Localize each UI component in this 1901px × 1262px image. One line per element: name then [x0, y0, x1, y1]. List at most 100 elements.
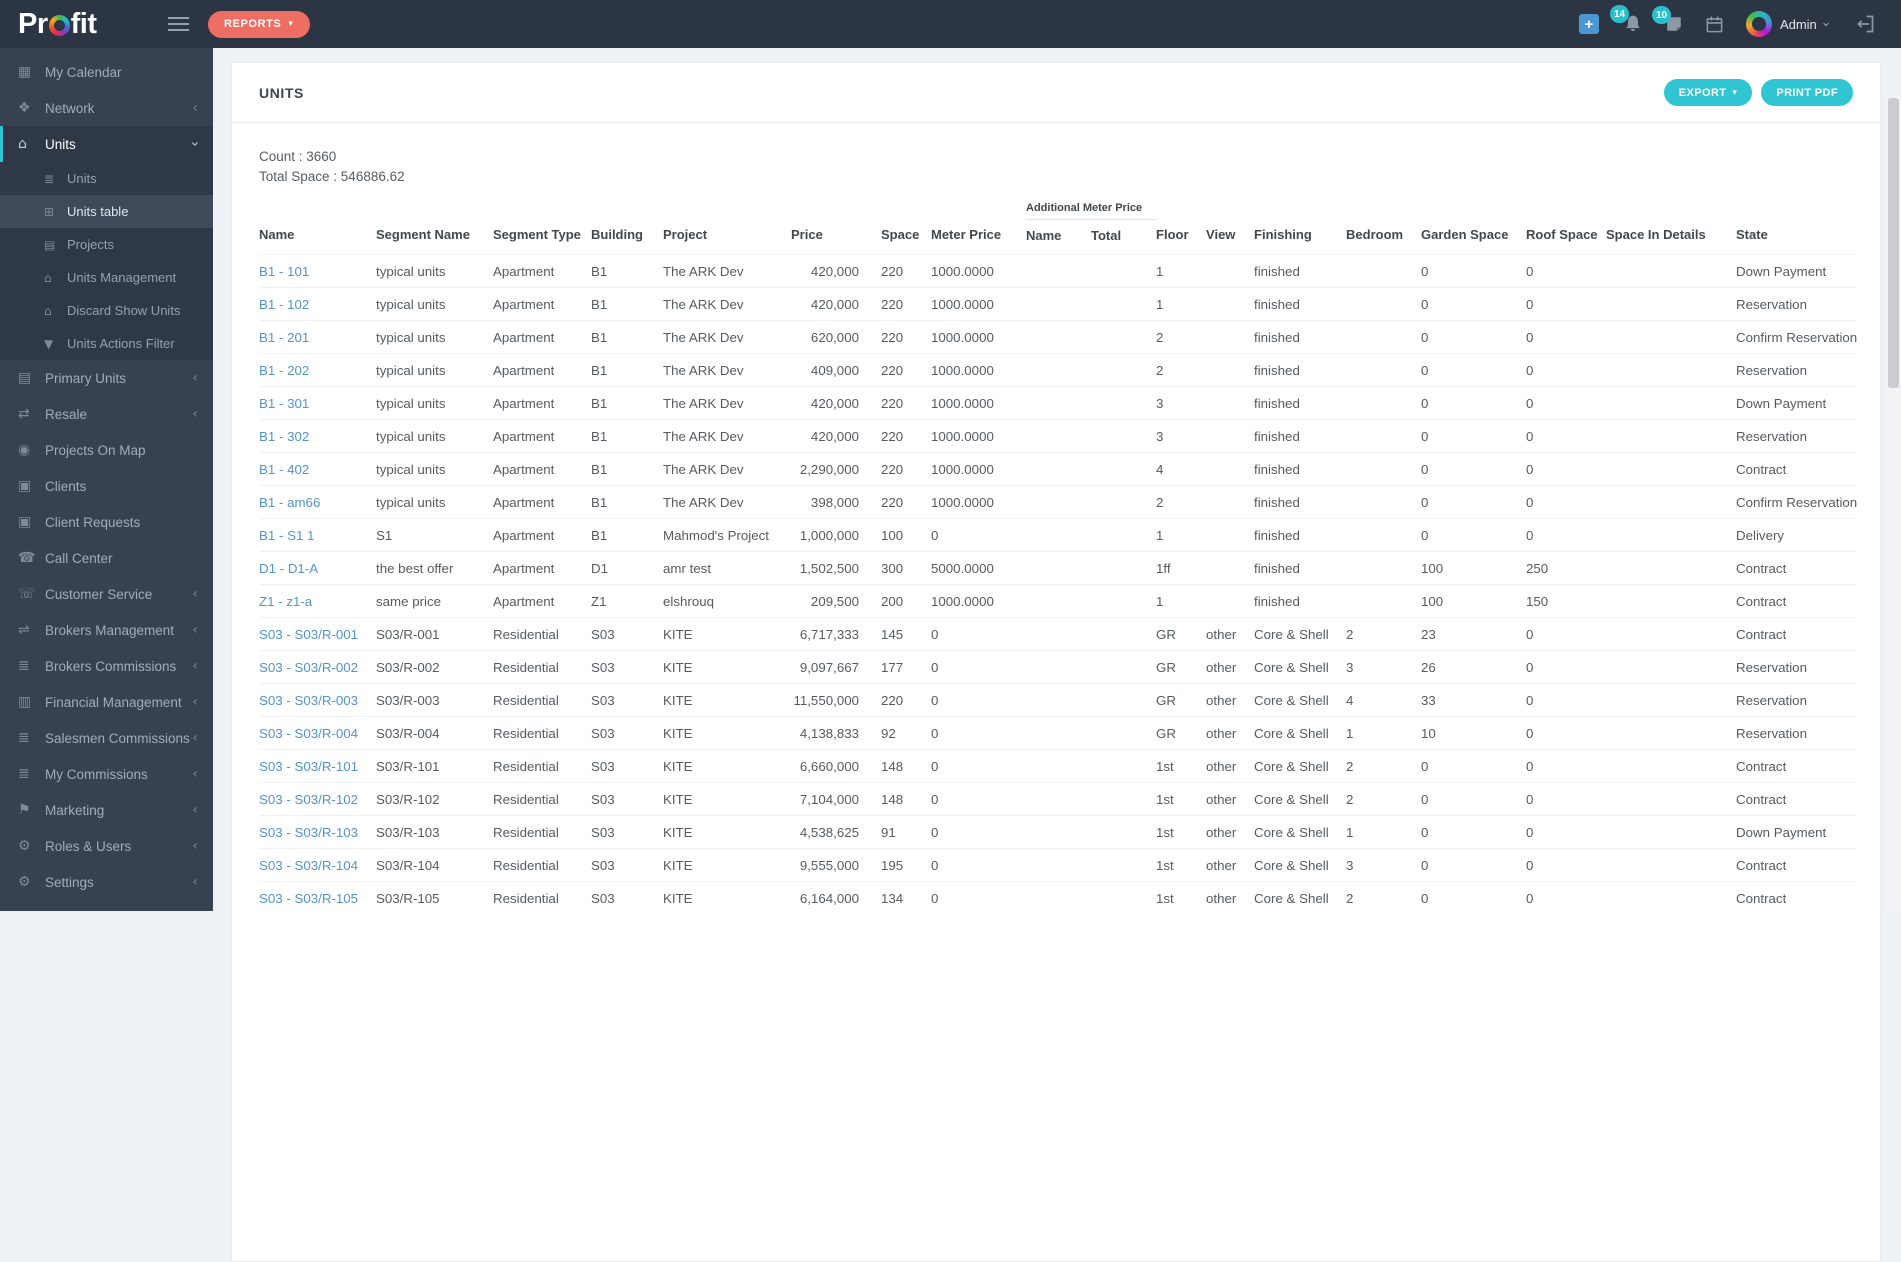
sidebar-item-units[interactable]: ≣Units	[0, 162, 213, 195]
table-cell: Contract	[1736, 584, 1855, 617]
export-button[interactable]: EXPORT ▾	[1664, 79, 1753, 106]
sidebar-item-units-actions-filter[interactable]: ▼Units Actions Filter	[0, 327, 213, 360]
table-cell: 1000.0000	[931, 254, 1026, 287]
sidebar-item-units-management[interactable]: ⌂Units Management	[0, 261, 213, 294]
table-cell: Residential	[493, 650, 591, 683]
sidebar-item-discard-show-units[interactable]: ⌂Discard Show Units	[0, 294, 213, 327]
sidebar-item-marketing[interactable]: ⚑Marketing‹	[0, 792, 213, 828]
unit-name-link[interactable]: B1 - 402	[259, 452, 376, 485]
unit-name-link[interactable]: B1 - 101	[259, 254, 376, 287]
unit-name-link[interactable]: B1 - 302	[259, 419, 376, 452]
unit-name-link[interactable]: D1 - D1-A	[259, 551, 376, 584]
sidebar-item-network[interactable]: ❖Network‹	[0, 90, 213, 126]
table-cell: 9,555,000	[791, 848, 881, 881]
table-cell	[1091, 452, 1156, 485]
table-cell: 0	[1526, 485, 1606, 518]
sidebar-item-clients[interactable]: ▣Clients	[0, 468, 213, 504]
unit-name-link[interactable]: S03 - S03/R-102	[259, 782, 376, 815]
unit-name-link[interactable]: B1 - 201	[259, 320, 376, 353]
sidebar-item-my-calendar[interactable]: ▦My Calendar	[0, 54, 213, 90]
calendar-button[interactable]	[1705, 15, 1724, 34]
sidebar-item-label: My Calendar	[45, 65, 122, 80]
table-cell	[1606, 683, 1736, 716]
table-cell: B1	[591, 287, 663, 320]
notifications-button[interactable]: 14	[1623, 14, 1643, 34]
table-cell	[1606, 617, 1736, 650]
unit-name-link[interactable]: B1 - S1 1	[259, 518, 376, 551]
table-cell: typical units	[376, 254, 493, 287]
top-header: Pr fit REPORTS ▾ + 14 10 Admin ‹	[0, 0, 1901, 48]
table-cell	[1026, 320, 1091, 353]
table-cell	[1346, 485, 1421, 518]
table-cell: 3	[1346, 650, 1421, 683]
app-logo[interactable]: Pr fit	[0, 8, 158, 41]
unit-name-link[interactable]: S03 - S03/R-003	[259, 683, 376, 716]
sidebar-item-units-table[interactable]: ⊞Units table	[0, 195, 213, 228]
logout-button[interactable]	[1855, 14, 1875, 34]
unit-name-link[interactable]: S03 - S03/R-105	[259, 881, 376, 914]
sidebar-item-call-center[interactable]: ☎Call Center	[0, 540, 213, 576]
unit-name-link[interactable]: S03 - S03/R-004	[259, 716, 376, 749]
table-cell: S03	[591, 683, 663, 716]
table-cell: B1	[591, 485, 663, 518]
table-cell: finished	[1254, 386, 1346, 419]
table-cell: Contract	[1736, 452, 1855, 485]
scrollbar-thumb[interactable]	[1888, 98, 1899, 388]
unit-name-link[interactable]: S03 - S03/R-103	[259, 815, 376, 848]
sidebar-item-brokers-commissions[interactable]: ≣Brokers Commissions‹	[0, 648, 213, 684]
sidebar-item-settings[interactable]: ⚙Settings‹	[0, 864, 213, 900]
table-cell: Core & Shell	[1254, 683, 1346, 716]
sidebar-item-brokers-management[interactable]: ⇌Brokers Management‹	[0, 612, 213, 648]
user-avatar[interactable]	[1746, 11, 1772, 37]
sidebar-item-projects[interactable]: ▤Projects	[0, 228, 213, 261]
table-cell	[1026, 485, 1091, 518]
unit-name-link[interactable]: Z1 - z1-a	[259, 584, 376, 617]
sidebar-item-roles-users[interactable]: ⚙Roles & Users‹	[0, 828, 213, 864]
unit-name-link[interactable]: B1 - 301	[259, 386, 376, 419]
table-cell: 1000.0000	[931, 353, 1026, 386]
print-pdf-button[interactable]: PRINT PDF	[1761, 79, 1853, 106]
table-cell: Residential	[493, 848, 591, 881]
sidebar-item-label: Projects	[67, 237, 114, 252]
sidebar-item-primary-units[interactable]: ▤Primary Units‹	[0, 360, 213, 396]
table-cell	[1091, 584, 1156, 617]
unit-name-link[interactable]: S03 - S03/R-002	[259, 650, 376, 683]
sidebar-item-resale[interactable]: ⇄Resale‹	[0, 396, 213, 432]
table-cell	[1206, 485, 1254, 518]
sidebar-item-units[interactable]: ⌂Units‹	[0, 126, 213, 162]
sidebar-item-customer-service[interactable]: ☏Customer Service‹	[0, 576, 213, 612]
table-cell	[1606, 782, 1736, 815]
table-cell: Reservation	[1736, 650, 1855, 683]
unit-name-link[interactable]: S03 - S03/R-001	[259, 617, 376, 650]
table-cell: The ARK Dev	[663, 254, 791, 287]
unit-name-link[interactable]: S03 - S03/R-104	[259, 848, 376, 881]
add-button[interactable]: +	[1579, 14, 1599, 34]
scrollbar[interactable]	[1886, 96, 1901, 911]
tasks-button[interactable]: 10	[1665, 15, 1683, 33]
hamburger-menu-icon[interactable]	[168, 13, 189, 35]
table-cell	[1026, 650, 1091, 683]
table-cell	[1346, 551, 1421, 584]
sidebar-item-projects-on-map[interactable]: ◉Projects On Map	[0, 432, 213, 468]
unit-name-link[interactable]: B1 - am66	[259, 485, 376, 518]
unit-name-link[interactable]: B1 - 202	[259, 353, 376, 386]
table-cell: The ARK Dev	[663, 452, 791, 485]
table-cell: 5000.0000	[931, 551, 1026, 584]
table-cell: finished	[1254, 419, 1346, 452]
unit-name-link[interactable]: S03 - S03/R-101	[259, 749, 376, 782]
unit-name-link[interactable]: B1 - 102	[259, 287, 376, 320]
table-cell: The ARK Dev	[663, 287, 791, 320]
sidebar-item-salesmen-commissions[interactable]: ≣Salesmen Commissions‹	[0, 720, 213, 756]
table-cell: KITE	[663, 815, 791, 848]
sidebar-item-client-requests[interactable]: ▣Client Requests	[0, 504, 213, 540]
sidebar-item-financial-management[interactable]: ▥Financial Management‹	[0, 684, 213, 720]
marketing-icon: ⚑	[18, 802, 45, 818]
user-menu[interactable]: Admin ‹	[1780, 17, 1829, 32]
table-cell: 420,000	[791, 254, 881, 287]
reports-button[interactable]: REPORTS ▾	[208, 11, 310, 38]
sidebar-item-my-commissions[interactable]: ≣My Commissions‹	[0, 756, 213, 792]
